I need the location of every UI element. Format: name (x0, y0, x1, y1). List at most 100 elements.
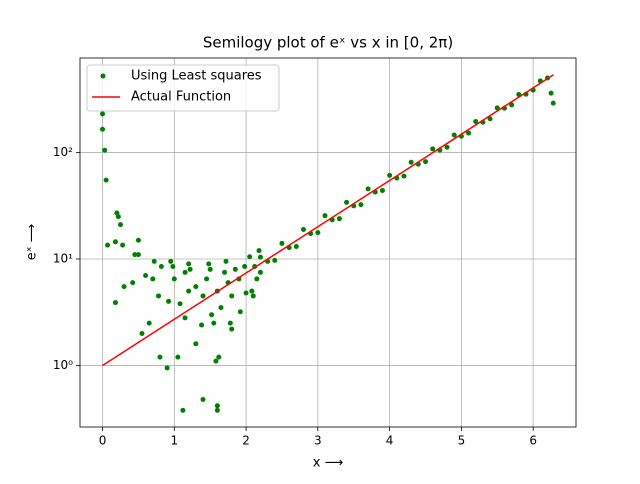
data-point (186, 288, 192, 294)
data-point (180, 407, 186, 413)
data-point (214, 403, 220, 409)
data-point (550, 100, 556, 106)
y-axis-label: eˣ ⟶ (25, 224, 40, 261)
data-point (250, 293, 256, 299)
data-point (229, 326, 235, 332)
data-point (200, 293, 206, 299)
data-point (430, 146, 436, 152)
data-point (135, 252, 141, 258)
axes-frame (79, 57, 577, 428)
data-point (211, 320, 217, 326)
y-tick-label: 10⁰ (53, 358, 73, 372)
x-tick-label: 1 (170, 434, 178, 448)
data-point (494, 105, 500, 111)
data-point (213, 358, 219, 364)
data-point (209, 312, 215, 318)
data-point (135, 237, 141, 243)
legend-box (86, 64, 280, 112)
data-point (182, 269, 188, 275)
data-point (112, 300, 118, 306)
data-point (166, 298, 172, 304)
data-point (193, 284, 199, 290)
data-point (509, 102, 515, 108)
data-point (207, 266, 213, 272)
data-point (182, 315, 188, 321)
data-point (227, 320, 233, 326)
data-point (237, 309, 243, 315)
data-point (243, 290, 249, 296)
data-point (444, 144, 450, 150)
data-point (249, 288, 255, 294)
x-tick-label: 0 (99, 434, 107, 448)
data-point (187, 266, 193, 272)
data-point (300, 227, 306, 233)
y-tick-label: 10² (53, 145, 73, 159)
data-point (199, 322, 205, 328)
data-line (102, 74, 554, 367)
data-point (132, 252, 138, 258)
data-point (143, 273, 149, 279)
data-point (139, 330, 145, 336)
data-point (102, 147, 108, 153)
data-point (222, 269, 228, 275)
legend-label: Actual Function (131, 90, 231, 105)
data-point (272, 257, 278, 263)
data-point (175, 354, 181, 360)
data-point (120, 242, 126, 248)
data-point (365, 186, 371, 192)
data-point (170, 264, 176, 270)
data-point (422, 159, 428, 165)
data-point (206, 261, 212, 267)
data-point (408, 159, 414, 165)
data-point (103, 177, 109, 183)
data-point (117, 222, 123, 228)
data-point (150, 276, 156, 282)
data-point (177, 301, 183, 307)
data-point (257, 269, 263, 275)
data-point (100, 111, 106, 117)
data-point (344, 199, 350, 205)
data-point (100, 126, 106, 132)
data-point (257, 254, 263, 260)
data-point (121, 284, 127, 290)
data-point (293, 244, 299, 250)
data-point (451, 132, 457, 138)
data-point (322, 213, 328, 219)
x-tick-label: 4 (386, 434, 394, 448)
x-tick-label: 5 (458, 434, 466, 448)
data-point (200, 397, 206, 403)
data-point (168, 258, 174, 264)
data-point (487, 116, 493, 122)
data-point (387, 172, 393, 178)
data-point (223, 258, 229, 264)
data-point (105, 242, 111, 248)
data-point (171, 276, 177, 282)
data-point (473, 119, 479, 125)
data-point (204, 276, 210, 282)
y-tick-label: 10¹ (53, 252, 73, 266)
chart-title: Semilogy plot of eˣ vs x in [0, 2π) (203, 34, 453, 52)
data-point (379, 187, 385, 193)
data-point (214, 407, 220, 413)
plot-area (100, 74, 556, 413)
data-point (156, 293, 162, 299)
x-axis-label: x ⟶ (313, 456, 343, 471)
data-point (548, 90, 554, 96)
data-point (151, 258, 157, 264)
data-point (158, 264, 164, 270)
x-tick-label: 6 (529, 434, 537, 448)
x-tick-label: 2 (242, 434, 250, 448)
data-point (146, 320, 152, 326)
data-point (247, 254, 253, 260)
data-point (193, 341, 199, 347)
data-point (164, 365, 170, 371)
data-point (358, 202, 364, 208)
data-point (218, 305, 224, 311)
data-point (229, 293, 235, 299)
legend-label: Using Least squares (131, 69, 262, 84)
data-point (336, 216, 342, 222)
data-point (256, 248, 262, 254)
data-point (466, 130, 472, 136)
legend-marker (100, 73, 106, 79)
